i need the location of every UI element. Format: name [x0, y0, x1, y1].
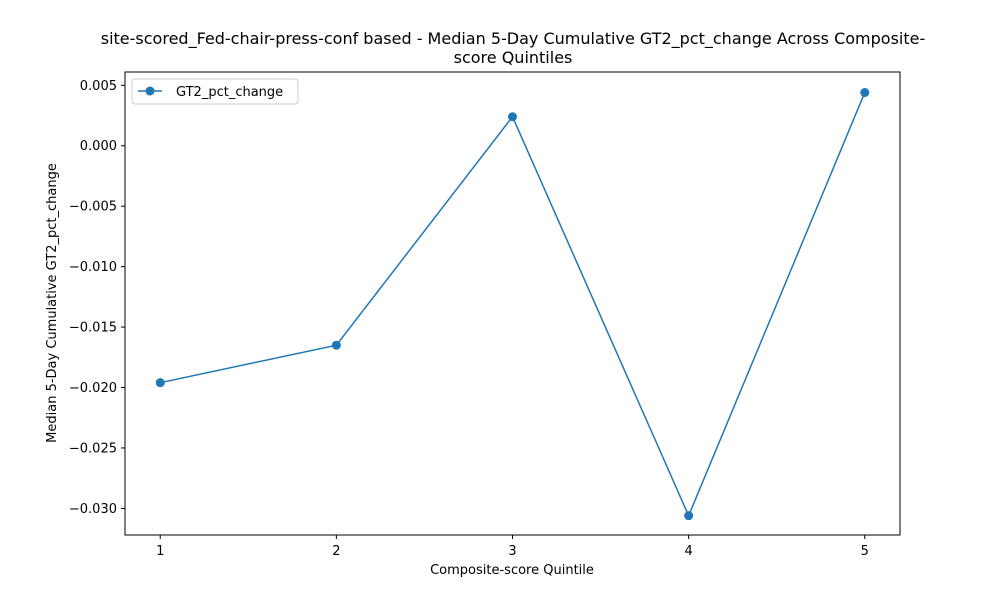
- data-point-q1: [155, 378, 165, 388]
- y-axis: 0.005 0.000 −0.005 −0.010 −0.015 −0.020 −0.025…: [69, 79, 125, 517]
- legend: GT2_pct_change: [131, 78, 299, 105]
- x-tick-label: 5: [861, 544, 869, 559]
- legend-marker-swatch: [145, 86, 155, 96]
- chart-title-line-1: site-scored_Fed-chair-press-conf based -…: [101, 29, 926, 49]
- data-point-q3: [508, 112, 517, 122]
- data-point-q5: [860, 88, 870, 98]
- y-tick-label: −0.020: [69, 381, 117, 396]
- y-axis-label: Median 5-Day Cumulative GT2_pct_change: [45, 163, 60, 443]
- plot-frame: [124, 71, 901, 536]
- legend-label: GT2_pct_change: [176, 85, 283, 100]
- x-tick-label: 1: [156, 544, 164, 559]
- x-axis: 1 2 3 4 5: [156, 535, 869, 559]
- x-tick-label: 4: [684, 544, 692, 559]
- y-tick-label: −0.030: [69, 502, 117, 517]
- chart-title-line-2: score Quintiles: [454, 48, 573, 67]
- data-point-q4: [684, 511, 694, 521]
- x-axis-label: Composite-score Quintile: [430, 563, 594, 578]
- series-line-GT2_pct_change: [160, 92, 866, 518]
- x-tick-label: 2: [332, 544, 340, 559]
- y-tick-label: −0.015: [69, 321, 117, 336]
- y-tick-label: 0.000: [80, 139, 117, 154]
- y-tick-label: −0.010: [69, 260, 117, 275]
- x-tick-label: 3: [508, 544, 516, 559]
- y-tick-label: −0.025: [69, 441, 117, 456]
- y-tick-label: −0.005: [69, 200, 117, 215]
- y-tick-label: 0.005: [80, 79, 117, 94]
- plot-area: [155, 88, 870, 521]
- data-point-q2: [331, 340, 341, 350]
- legend-box: [131, 78, 299, 105]
